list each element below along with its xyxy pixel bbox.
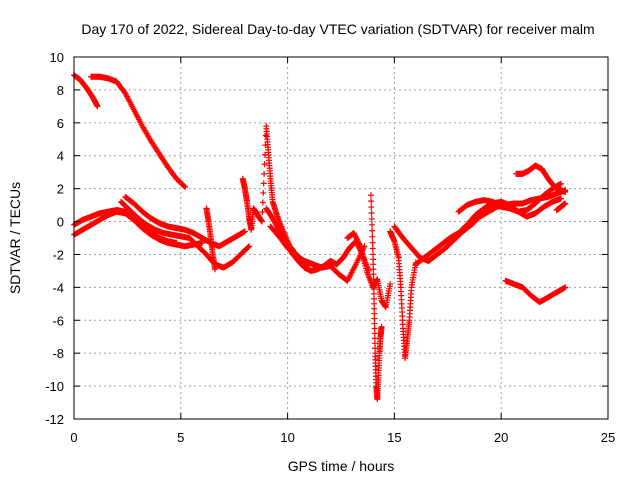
data-point [558,180,565,187]
grid-lines [74,57,608,419]
data-point [258,218,265,225]
x-tick-label: 0 [70,430,77,445]
data-point [369,239,376,246]
series-arc-5 [122,193,248,250]
data-point [367,192,374,199]
y-tick-label: 10 [50,50,64,65]
data-point [378,323,385,330]
y-tick-label: -2 [52,247,64,262]
data-point [94,103,101,110]
series-arc-7 [203,205,218,273]
data-point [354,236,361,243]
y-tick-label: -10 [45,379,64,394]
series-arc-2 [88,73,189,190]
data-point [260,189,267,196]
data-point [181,183,188,190]
data-point [351,231,358,238]
y-tick-label: 0 [57,215,64,230]
data-point [354,237,361,244]
series-arc-18 [553,200,569,214]
axis-ticks [73,56,609,420]
series-arc-13 [387,228,419,362]
series-arc-4 [71,207,180,246]
y-tick-label: 6 [57,116,64,131]
data-point [211,266,218,273]
data-point [241,228,248,235]
series-arc-19 [502,277,569,306]
x-tick-label: 15 [387,430,401,445]
data-point [369,233,376,240]
data-point [355,240,362,247]
series-arc-10 [267,223,368,284]
series-arc-12 [367,192,385,403]
data-marks [71,72,569,403]
data-point [259,209,266,216]
y-tick-label: 2 [57,182,64,197]
data-point [562,188,569,195]
chart-title: Day 170 of 2022, Sidereal Day-to-day VTE… [81,21,594,37]
data-point [558,195,565,202]
data-point [173,239,180,246]
data-point [245,244,252,251]
data-point [562,200,569,207]
series-arc-8 [239,123,312,268]
data-point [368,215,375,222]
x-tick-label: 25 [601,430,615,445]
series-arc-11 [344,230,394,311]
data-point [260,180,267,187]
data-point [369,227,376,234]
y-tick-label: -6 [52,313,64,328]
x-tick-label: 5 [177,430,184,445]
data-point [261,170,268,177]
x-axis-label: GPS time / hours [288,458,395,474]
data-point [246,243,253,250]
y-tick-label: -12 [45,412,64,427]
y-axis-label: SDTVAR / TECUs [7,182,23,294]
data-point [369,245,376,252]
y-tick-labels: -12 -10 -8 -6 -4 -2 0 2 4 6 8 10 [45,50,64,427]
data-point [259,199,266,206]
data-point [261,161,268,168]
x-tick-label: 20 [494,430,508,445]
y-tick-label: -4 [52,280,64,295]
data-point [355,239,362,246]
data-point [368,198,375,205]
data-point [353,235,360,242]
plot-frame [73,56,609,420]
y-tick-label: 8 [57,83,64,98]
data-point [352,234,359,241]
data-point [182,183,189,190]
x-tick-label: 10 [280,430,294,445]
data-point [368,204,375,211]
x-tick-labels: 0 5 10 15 20 25 [70,430,615,445]
y-tick-label: 4 [57,149,64,164]
data-point [562,284,569,291]
data-point [368,209,375,216]
data-point [356,241,363,248]
data-point [387,281,394,288]
data-point [350,230,357,237]
data-point [352,232,359,239]
data-point [368,221,375,228]
series-arc-17 [513,162,569,195]
y-tick-label: -8 [52,346,64,361]
